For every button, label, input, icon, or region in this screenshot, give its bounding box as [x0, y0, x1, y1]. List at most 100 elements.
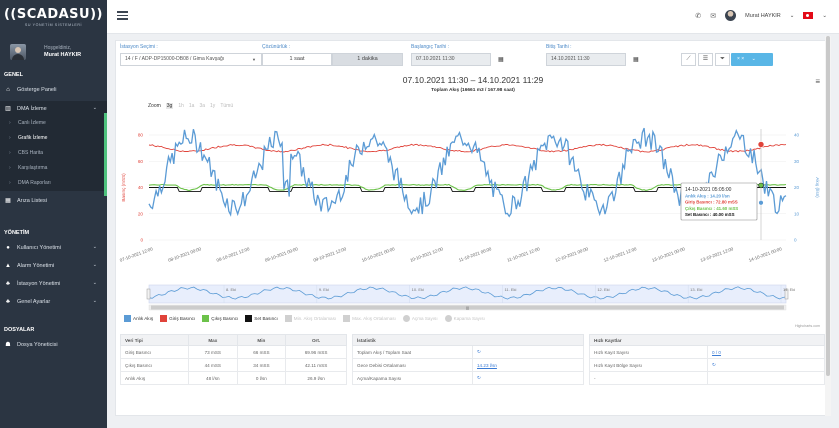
- chart-legend: Anlık Akış Giriş Basıncı Çıkış Basıncı Set …: [124, 315, 485, 322]
- sidebar-item-label: Arıza Listesi: [17, 197, 47, 204]
- sidebar-item-stations[interactable]: ♣ İstasyon Yönetimi ⌄: [0, 276, 107, 291]
- sidebar-sub-reports[interactable]: DMA Raporları: [0, 176, 107, 191]
- legend-item[interactable]: Açma Sayısı: [402, 315, 438, 322]
- zoom-option[interactable]: 1h: [178, 103, 184, 109]
- start-date-label: Başlangıç Tarihi :: [411, 44, 449, 50]
- sidebar-item-dma[interactable]: ▥ DMA İzleme ⌄: [0, 101, 107, 116]
- table-view-button[interactable]: ☰: [698, 53, 713, 66]
- navigator-handle-left: [146, 288, 151, 300]
- mail-icon[interactable]: ✉: [710, 12, 717, 20]
- station-select[interactable]: 14 / F / ADP-DP15000-DB08 / Gima Kavşağı: [120, 53, 262, 66]
- start-date-input[interactable]: 07.10.2021 11:30: [411, 53, 491, 66]
- navigator-scrollbar-thumb: [151, 305, 784, 310]
- menu-toggle-icon[interactable]: [117, 11, 128, 20]
- line-chart-button[interactable]: ⟋: [681, 53, 696, 66]
- zoom-option[interactable]: 1a: [188, 103, 195, 109]
- table-row: Anlık Akış 48 l/sn 0 l/sn 26.9 l/sn: [120, 371, 347, 385]
- legend-label: Giriş Basıncı: [169, 316, 196, 321]
- zoom-option[interactable]: Tümü: [220, 103, 234, 109]
- sidebar-item-dashboard[interactable]: ⌂ Gösterge Paneli: [0, 82, 107, 97]
- series-line-out-pressure: [148, 183, 787, 191]
- section-general: GENEL: [4, 72, 23, 78]
- res-minute-button[interactable]: 1 dakika: [332, 53, 403, 66]
- x-tick-label: 09-10-2021 00:00: [264, 246, 299, 263]
- statistics-panel: İstatistik Toplam Akış / Toplam Saat ↻ G…: [352, 334, 584, 385]
- legend-swatch: [402, 315, 410, 322]
- legend-label: Çıkış Basıncı: [211, 316, 239, 321]
- calendar-icon[interactable]: ▦: [498, 57, 504, 63]
- legend-item[interactable]: Anlık Akış: [124, 315, 153, 322]
- table-row: Çıkış Basıncı 44 mSS 34 mSS 42.11 mSS: [120, 358, 347, 372]
- legend-swatch: [160, 315, 168, 322]
- tooltip-marker-flow: [758, 200, 764, 206]
- top-user-name[interactable]: Murat HAYKIR: [745, 12, 781, 19]
- y-right-tick: 0: [794, 238, 797, 243]
- legend-item[interactable]: Set Basıncı: [245, 315, 278, 322]
- section-admin: YÖNETİM: [4, 230, 30, 236]
- series-line-flow: [148, 127, 787, 218]
- record-count-link[interactable]: 0 / 0: [707, 345, 825, 359]
- legend-label: Set Basıncı: [254, 316, 278, 321]
- data-stats-table: Veri Tipi Max Min Ort. Giriş Basıncı 73 …: [120, 334, 347, 385]
- sidebar-item-users[interactable]: ● Kullanıcı Yönetimi ⌄: [0, 240, 107, 255]
- night-flow-link[interactable]: 14.23 l/sn: [472, 358, 584, 372]
- brand-name: ((SCADASU)): [3, 7, 103, 22]
- y-left-tick: 60: [138, 159, 144, 164]
- chart-menu-icon[interactable]: ≡: [815, 77, 820, 86]
- chevron-down-icon: ⌄: [92, 280, 97, 286]
- sidebar-sub-compare[interactable]: Karşılaştırma: [0, 161, 107, 176]
- tooltip-in-pressure: Giriş Basıncı : 72.80 mSS: [685, 200, 738, 205]
- legend-item[interactable]: Max. Akış Ortalaması: [343, 315, 396, 322]
- apply-button[interactable]: × × ⌄: [731, 53, 773, 66]
- filter-button[interactable]: ⏷: [715, 53, 730, 66]
- chart-icon: ▥: [5, 106, 11, 112]
- top-avatar[interactable]: [725, 10, 737, 21]
- page-scrollbar[interactable]: [825, 36, 831, 416]
- scrollbar-thumb[interactable]: [826, 36, 830, 376]
- refresh-icon[interactable]: ↻: [472, 371, 584, 385]
- sidebar-sub-live[interactable]: Canlı İzleme: [0, 116, 107, 131]
- col-header: Ort.: [285, 334, 347, 346]
- refresh-icon[interactable]: ↻: [707, 358, 825, 372]
- sitemap-icon: ♣: [6, 280, 10, 287]
- chevron-down-icon[interactable]: ⌄: [822, 12, 827, 19]
- sidebar-item-file-manager[interactable]: ☗ Dosya Yöneticisi: [0, 337, 107, 352]
- chevron-down-icon[interactable]: ⌄: [789, 12, 795, 19]
- calendar-icon: ▦: [5, 198, 11, 204]
- zoom-option[interactable]: 1y: [210, 103, 216, 109]
- sidebar-item-settings[interactable]: ♣ Genel Ayarlar ⌄: [0, 294, 107, 309]
- sidebar-sub-gis[interactable]: CBS Harita: [0, 146, 107, 161]
- y-axis-left-label: Basınç (mSS): [121, 173, 126, 202]
- sidebar-sub-graph[interactable]: Grafik İzleme: [0, 131, 107, 146]
- zoom-option[interactable]: 3a: [199, 103, 206, 109]
- table-row: -: [589, 371, 825, 385]
- x-tick-label: 08-10-2021 00:00: [167, 246, 202, 263]
- legend-item[interactable]: Kapama Sayısı: [444, 315, 485, 322]
- navigator-tick: 11. Eki: [505, 287, 517, 292]
- res-hour-button[interactable]: 1 saat: [262, 53, 332, 66]
- table-row: Toplam Akış / Toplam Saat ↻: [352, 345, 584, 359]
- calendar-icon[interactable]: ▦: [633, 57, 639, 63]
- tooltip-marker-out-pressure: [758, 182, 764, 189]
- zoom-option[interactable]: 3g: [165, 103, 174, 109]
- sidebar-item-label: Genel Ayarlar: [17, 298, 51, 305]
- warning-icon: ▲: [5, 262, 11, 269]
- y-left-tick: 20: [138, 211, 144, 216]
- x-tick-label: 11-10-2021 00:00: [458, 246, 493, 263]
- logo[interactable]: ((SCADASU)) SU YÖNETİM SİSTEMLERİ: [0, 0, 107, 34]
- flag-tr-icon[interactable]: [803, 12, 814, 19]
- megaphone-icon[interactable]: ✆: [695, 12, 702, 20]
- user-panel: Hoşgeldiniz, Murat HAYKIR: [0, 34, 107, 70]
- legend-item[interactable]: Giriş Basıncı: [160, 315, 195, 322]
- end-date-input[interactable]: 14.10.2021 11:30: [546, 53, 626, 66]
- sidebar-item-faults[interactable]: ▦ Arıza Listesi: [0, 193, 107, 208]
- caret-down-icon[interactable]: ▼: [252, 57, 256, 62]
- x-tick-label: 12-10-2021 00:00: [555, 246, 590, 263]
- y-right-tick: 10: [794, 211, 800, 216]
- sidebar-item-alarms[interactable]: ▲ Alarm Yönetimi ⌄: [0, 258, 107, 273]
- legend-item[interactable]: Min. Akış Ortalaması: [284, 315, 336, 322]
- legend-item[interactable]: Çıkış Basıncı: [202, 315, 238, 322]
- legend-swatch: [202, 315, 210, 322]
- refresh-icon[interactable]: ↻: [472, 345, 584, 359]
- chart-credits[interactable]: Highcharts.com: [795, 324, 820, 328]
